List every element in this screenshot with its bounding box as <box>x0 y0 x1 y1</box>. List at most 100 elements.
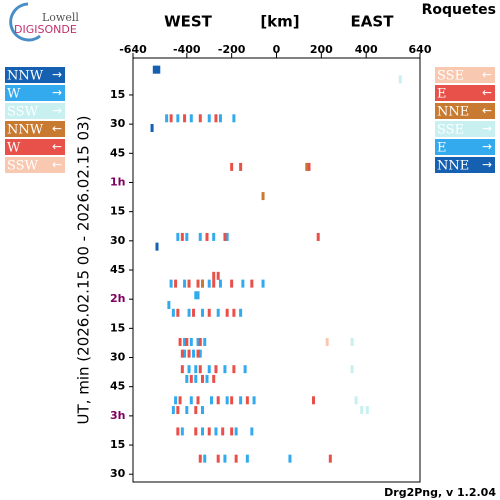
west-label: WEST <box>164 13 213 31</box>
drift-mark <box>207 308 211 317</box>
drift-mark <box>198 232 202 241</box>
legend-swatch <box>5 85 65 101</box>
legend-name: NNW <box>7 69 44 84</box>
legend-name: SSE <box>437 69 464 84</box>
drift-mark <box>201 374 205 383</box>
logo-top: Lowell <box>42 11 79 24</box>
drift-mark <box>194 365 198 374</box>
drift-mark <box>230 279 234 288</box>
drift-mark <box>192 349 196 358</box>
y-tick-label: 30 <box>110 467 126 480</box>
drift-mark <box>216 396 220 405</box>
legend-swatch <box>435 85 495 101</box>
drift-mark <box>205 374 209 383</box>
legend-arrow: ← <box>52 158 62 172</box>
drift-mark <box>196 337 200 346</box>
drift-mark <box>180 232 184 241</box>
drift-mark <box>185 337 189 346</box>
drift-mark <box>189 337 193 346</box>
drift-mark <box>232 114 236 123</box>
unit-label: [km] <box>260 13 299 31</box>
drift-mark <box>243 365 247 374</box>
legend-name: SSE <box>437 123 464 138</box>
legend-arrow: → <box>482 158 492 172</box>
drift-mark <box>216 454 220 463</box>
y-tick-label: 30 <box>110 117 126 130</box>
drift-mark <box>180 349 184 358</box>
drift-mark <box>225 396 229 405</box>
legend-swatch <box>435 121 495 137</box>
legend-swatch <box>5 103 65 119</box>
drift-mark <box>171 406 175 415</box>
drift-mark <box>214 427 218 436</box>
drift-mark <box>185 406 189 415</box>
legend-name: E <box>437 141 447 156</box>
drift-mark <box>221 427 225 436</box>
drift-mark <box>207 114 211 123</box>
drift-mark <box>171 308 175 317</box>
legend-arrow: → <box>482 122 492 136</box>
legend-arrow: → <box>482 140 492 154</box>
drift-mark <box>225 308 229 317</box>
drift-mark <box>212 271 216 280</box>
legend-name: W <box>7 141 21 156</box>
legend-swatch <box>435 67 495 83</box>
x-tick-label: 640 <box>409 43 432 56</box>
drift-mark <box>201 406 205 415</box>
drift-mark <box>241 279 245 288</box>
drift-mark <box>201 308 205 317</box>
drift-mark <box>354 396 358 405</box>
drift-mark <box>207 279 211 288</box>
drift-mark <box>239 162 243 171</box>
drift-mark <box>176 427 180 436</box>
drift-mark <box>178 337 182 346</box>
drift-mark <box>398 75 402 84</box>
drift-mark <box>201 279 205 288</box>
y-tick-label: 45 <box>110 380 125 393</box>
drift-mark <box>218 279 222 288</box>
drift-mark <box>187 365 191 374</box>
drift-mark <box>223 454 227 463</box>
drift-mark <box>194 291 198 300</box>
station: Roquetes <box>422 2 496 18</box>
drift-mark <box>189 114 193 123</box>
drift-mark <box>288 454 292 463</box>
legend-swatch <box>5 139 65 155</box>
drift-mark <box>230 396 234 405</box>
y-tick-label: 30 <box>110 351 126 364</box>
legend-swatch <box>435 103 495 119</box>
drift-mark <box>176 308 180 317</box>
legend-arrow: ← <box>52 122 62 136</box>
drift-mark <box>201 427 205 436</box>
drift-mark <box>207 365 211 374</box>
drift-mark <box>328 454 332 463</box>
drift-mark <box>198 349 202 358</box>
drift-mark <box>183 337 187 346</box>
drift-mark <box>232 365 236 374</box>
drift-mark <box>305 162 309 171</box>
drift-mark <box>234 454 238 463</box>
drift-mark <box>189 374 193 383</box>
drift-mark <box>261 192 265 201</box>
drift-mark <box>187 349 191 358</box>
drift-mark <box>316 232 320 241</box>
drift-mark <box>167 301 171 310</box>
drift-mark <box>176 114 180 123</box>
drift-mark <box>198 114 202 123</box>
y-axis-label: UT, min (2026.02.15 00 - 2026.02.15 03) <box>75 116 93 425</box>
drift-mark <box>196 279 200 288</box>
drift-mark <box>212 232 216 241</box>
legend-swatch <box>5 157 65 173</box>
east-label: EAST <box>351 13 395 31</box>
legend-arrow: ← <box>482 68 492 82</box>
legend-name: NNE <box>437 105 469 120</box>
y-tick-label: 45 <box>110 146 125 159</box>
drift-mark <box>192 308 196 317</box>
legend-swatch <box>435 157 495 173</box>
drift-mark <box>216 271 220 280</box>
drift-mark <box>174 396 178 405</box>
y-tick-label: 15 <box>110 88 125 101</box>
drift-mark <box>183 114 187 123</box>
drift-mark <box>196 396 200 405</box>
